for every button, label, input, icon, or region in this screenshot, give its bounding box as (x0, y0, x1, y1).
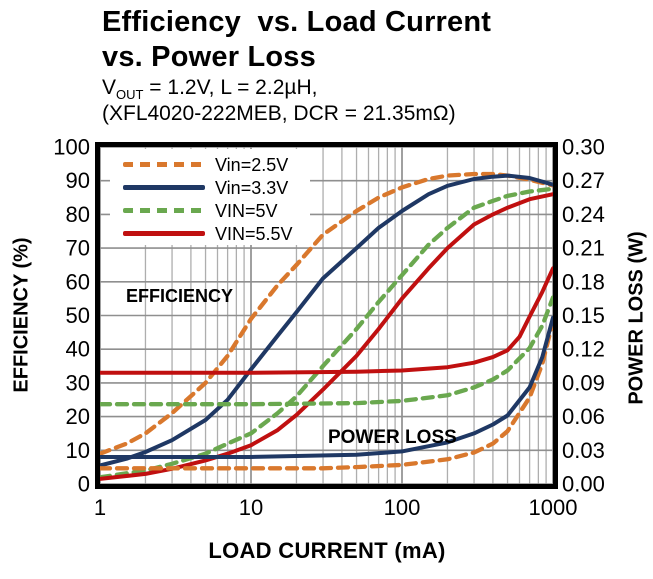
y-right-tick-label: 0.06 (562, 404, 605, 429)
y-right-tick-label: 0.27 (562, 168, 605, 193)
plot-border (95, 142, 558, 489)
efficiency-annotation: EFFICIENCY (126, 286, 233, 306)
legend-item-vin-3-3v: Vin=3.3V (123, 176, 310, 199)
series-line-3-3v-efficiency (98, 173, 555, 468)
y-left-tick-label: 0 (78, 472, 90, 497)
y-right-tick-label: 0.15 (562, 303, 605, 328)
series-line-3-3v-power_loss (98, 315, 555, 459)
vout-subscript: OUT (116, 87, 144, 103)
y-right-tick-label: 0.03 (562, 438, 605, 463)
series-line-2-5v-power_loss (98, 318, 555, 471)
y-left-tick-label: 90 (66, 168, 90, 193)
x-tick-label: 1 (94, 495, 106, 520)
legend-label: Vin=2.5V (215, 154, 289, 175)
y-right-tick-label: 0.24 (562, 202, 605, 227)
series-line-2-5v-efficiency (98, 171, 555, 456)
chart-title-line2: vs. Power Loss (102, 41, 316, 73)
series-line-5v-efficiency (98, 186, 555, 480)
x-tick-label: 100 (384, 495, 421, 520)
y-right-tick-label: 0.18 (562, 269, 605, 294)
chart-title-line1: Efficiency vs. Load Current (102, 6, 492, 38)
series-line-5-5v-power_loss (98, 266, 555, 375)
legend-label: VIN=5.5V (215, 223, 293, 244)
legend-item-vin-5-5v: VIN=5.5V (123, 222, 310, 245)
y-right-tick-label: 0.09 (562, 370, 605, 395)
y-right-tick-label: 0.12 (562, 337, 605, 362)
y-left-tick-labels: 0 10 20 30 40 50 60 70 80 90 100 (53, 135, 90, 497)
y-left-tick-label: 40 (66, 337, 90, 362)
y-right-tick-labels: 0.00 0.03 0.06 0.09 0.12 0.15 0.18 0.21 0.24 0.27… (562, 135, 605, 497)
legend-label: VIN=5V (215, 200, 278, 221)
chart-conditions-line1: VOUT = 1.2V, L = 2.2µH, (102, 75, 491, 101)
y-left-tick-label: 70 (66, 236, 90, 261)
y-left-tick-label: 60 (66, 269, 90, 294)
data-series (98, 171, 555, 481)
chart-title-block: Efficiency vs. Load Current vs. Power Lo… (102, 5, 491, 127)
x-tick-labels: 1 10 100 1000 (94, 495, 578, 520)
y-right-axis-title: POWER LOSS (W) (625, 231, 648, 405)
y-left-tick-label: 30 (66, 370, 90, 395)
legend-item-vin-2-5v: Vin=2.5V (123, 153, 310, 176)
y-left-tick-label: 100 (53, 135, 90, 160)
legend-swatch (123, 231, 205, 236)
power-loss-annotation: POWER LOSS (328, 427, 457, 448)
series-line-5-5v-efficiency (98, 192, 555, 481)
conditions-text: = 1.2V, L = 2.2µH, (143, 76, 318, 99)
legend-swatch (123, 208, 205, 213)
y-right-tick-label: 0.30 (562, 135, 605, 160)
chart-legend: Vin=2.5V Vin=3.3V VIN=5V VIN=5.5V (110, 149, 310, 245)
x-tick-label: 1000 (529, 495, 578, 520)
vout-symbol: V (102, 76, 117, 99)
y-left-tick-label: 10 (66, 438, 90, 463)
chart-conditions-line2: (XFL4020-222MEB, DCR = 21.35mΩ) (102, 102, 456, 125)
y-left-tick-label: 50 (66, 303, 90, 328)
y-right-tick-label: 0.21 (562, 236, 605, 261)
y-left-tick-label: 80 (66, 202, 90, 227)
y-left-tick-label: 20 (66, 404, 90, 429)
y-left-axis-title: EFFICIENCY (%) (10, 237, 33, 393)
legend-label: Vin=3.3V (215, 177, 289, 198)
legend-swatch (123, 185, 205, 190)
series-line-5v-power_loss (98, 295, 555, 407)
y-right-tick-label: 0.00 (562, 472, 605, 497)
x-tick-label: 10 (239, 495, 263, 520)
x-axis-title: LOAD CURRENT (mA) (208, 538, 446, 563)
legend-swatch (123, 162, 205, 167)
legend-item-vin-5v: VIN=5V (123, 199, 310, 222)
